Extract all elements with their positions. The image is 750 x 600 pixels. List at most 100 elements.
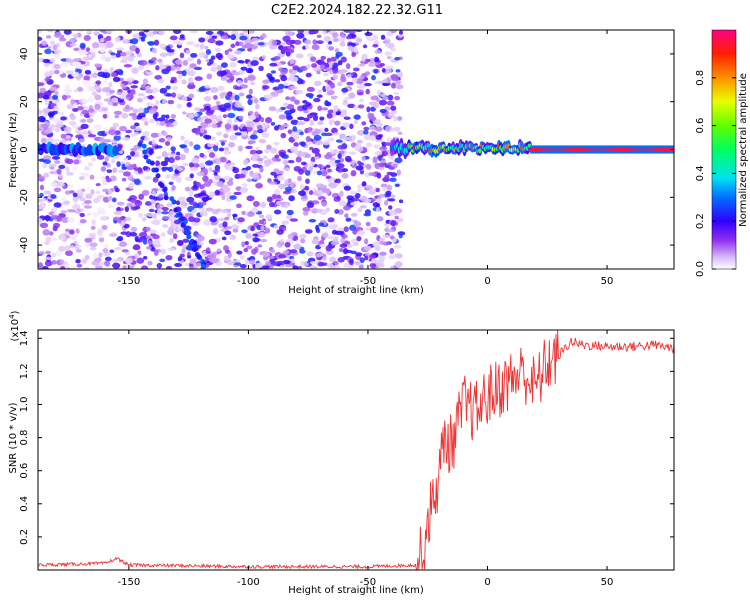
- noise-blob: [251, 248, 257, 255]
- noise-blob: [56, 168, 62, 175]
- noise-blob: [314, 80, 322, 87]
- spectrogram-marks: [38, 30, 674, 269]
- noise-blob: [75, 249, 82, 253]
- noise-blob: [276, 194, 282, 199]
- noise-blob: [114, 188, 120, 193]
- noise-blob: [341, 34, 346, 38]
- noise-blob: [210, 55, 216, 60]
- noise-blob: [287, 178, 292, 184]
- noise-blob: [99, 136, 105, 144]
- noise-blob: [134, 235, 139, 243]
- noise-blob: [341, 172, 349, 179]
- noise-blob: [248, 88, 253, 95]
- noise-blob: [325, 245, 332, 252]
- noise-blob: [145, 226, 151, 231]
- noise-blob: [211, 136, 216, 141]
- noise-blob: [116, 91, 122, 96]
- noise-blob: [268, 181, 277, 185]
- noise-blob: [383, 38, 391, 45]
- noise-blob: [69, 190, 75, 194]
- noise-blob: [63, 89, 72, 93]
- noise-blob: [199, 152, 205, 158]
- noise-blob: [309, 146, 314, 151]
- noise-blob: [379, 108, 387, 113]
- noise-blob: [182, 59, 189, 66]
- noise-blob: [84, 237, 93, 243]
- noise-blob: [365, 221, 371, 227]
- noise-blob: [282, 35, 291, 42]
- noise-blob: [328, 46, 335, 51]
- noise-blob: [196, 262, 202, 267]
- noise-blob: [391, 82, 397, 89]
- noise-blob: [316, 70, 321, 75]
- noise-blob: [368, 189, 376, 195]
- noise-blob: [346, 81, 354, 86]
- noise-blob: [108, 233, 117, 237]
- noise-blob: [279, 42, 287, 46]
- noise-blob: [324, 154, 333, 160]
- noise-blob: [259, 116, 265, 123]
- noise-blob: [142, 96, 148, 100]
- x-tick-label: -100: [237, 276, 260, 287]
- noise-blob: [53, 32, 63, 39]
- noise-blob: [175, 176, 182, 184]
- noise-blob: [235, 50, 242, 55]
- noise-blob: [159, 52, 169, 58]
- noise-blob: [368, 57, 375, 64]
- noise-blob: [149, 205, 155, 209]
- noise-blob: [213, 171, 218, 177]
- x-tick-label: -50: [360, 276, 376, 287]
- noise-blob: [388, 209, 396, 216]
- noise-blob: [78, 138, 85, 143]
- noise-blob: [38, 36, 43, 42]
- noise-blob: [296, 32, 305, 39]
- noise-blob: [394, 215, 399, 220]
- noise-blob: [54, 54, 61, 59]
- noise-blob: [44, 100, 50, 106]
- noise-blob: [283, 102, 289, 107]
- noise-blob: [144, 201, 153, 206]
- noise-blob: [131, 115, 138, 121]
- noise-blob: [365, 142, 372, 148]
- noise-blob: [141, 217, 147, 222]
- noise-blob: [280, 106, 287, 111]
- noise-blob: [386, 184, 393, 191]
- noise-blob: [121, 163, 126, 170]
- noise-blob: [59, 112, 64, 118]
- noise-blob: [226, 226, 233, 230]
- noise-blob: [217, 114, 223, 120]
- noise-blob: [223, 186, 231, 192]
- track-blob: [171, 199, 177, 205]
- noise-blob: [229, 195, 237, 200]
- noise-blob: [188, 216, 196, 223]
- snr-x-label: Height of straight line (km): [288, 585, 424, 596]
- noise-blob: [220, 35, 226, 40]
- noise-blob: [155, 100, 160, 106]
- noise-blob: [248, 114, 257, 121]
- noise-blob: [64, 245, 70, 252]
- noise-blob: [169, 153, 177, 158]
- noise-blob: [94, 103, 101, 110]
- noise-blob: [353, 119, 359, 125]
- noise-blob: [337, 153, 342, 160]
- noise-blob: [116, 201, 125, 206]
- noise-blob: [161, 206, 169, 212]
- noise-blob: [334, 208, 340, 215]
- noise-blob: [216, 65, 223, 71]
- noise-blob: [58, 164, 66, 169]
- track-blob: [173, 207, 179, 213]
- noise-blob: [112, 122, 119, 128]
- noise-blob: [115, 237, 123, 241]
- noise-blob: [125, 93, 133, 100]
- noise-blob: [130, 150, 136, 157]
- noise-blob: [83, 35, 91, 41]
- noise-blob: [119, 241, 128, 247]
- noise-blob: [289, 218, 299, 222]
- noise-blob: [266, 144, 272, 150]
- noise-blob: [345, 217, 352, 222]
- noise-blob: [310, 156, 316, 163]
- noise-blob: [107, 203, 115, 209]
- noise-blob: [129, 232, 138, 237]
- y-tick-label: 1.0: [19, 397, 30, 413]
- noise-blob: [187, 76, 194, 84]
